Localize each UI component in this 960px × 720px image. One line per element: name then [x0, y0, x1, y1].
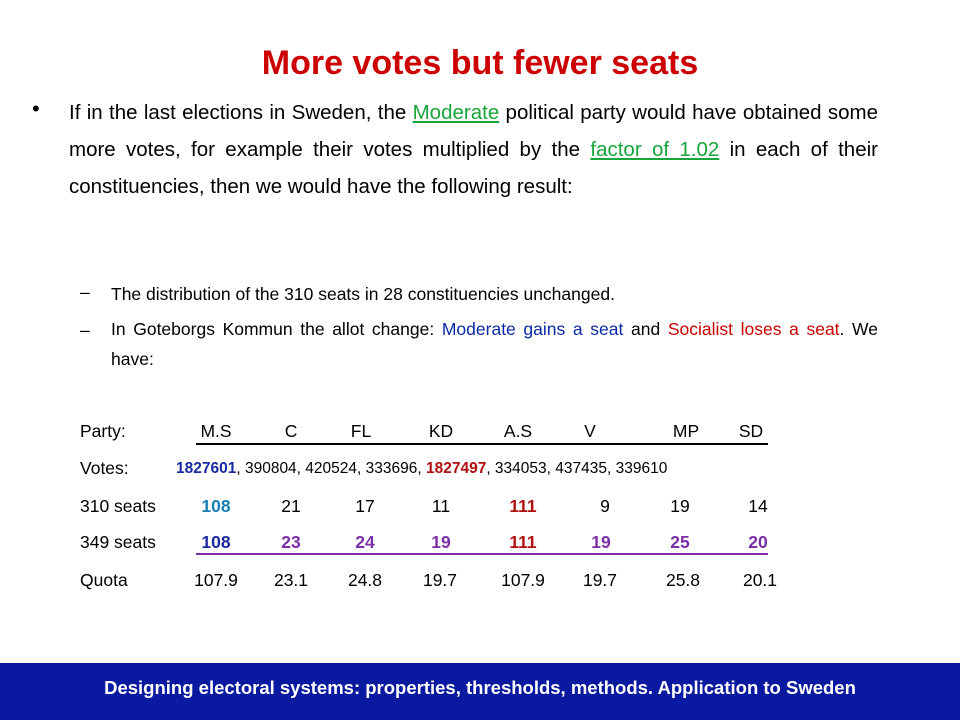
seats-310-label: 310 seats [80, 496, 156, 516]
slide-title: More votes but fewer seats [261, 44, 699, 82]
votes-end: , 334053, 437435, 339610 [486, 460, 668, 477]
footer-bar: Designing electoral systems: properties,… [0, 663, 960, 720]
bullet-text-1: If in the last elections in Sweden, the [69, 101, 413, 124]
votes-ms: 1827601 [176, 460, 237, 477]
sub2-text-1: In Goteborgs Kommun the allot change: [111, 319, 442, 339]
votes-label: Votes: [80, 458, 129, 478]
seats-349-underline [196, 553, 768, 555]
votes-mid: , 390804, 420524, 333696, [236, 460, 426, 477]
party-underline [196, 443, 768, 445]
votes-as: 1827497 [425, 460, 487, 477]
bullet-dot: • [32, 96, 40, 121]
factor-link[interactable]: factor of 1.02 [590, 138, 720, 161]
party-label: Party: [80, 421, 126, 441]
quota-label: Quota [80, 570, 128, 590]
sub-bullet-2: In Goteborgs Kommun the allot change: Mo… [111, 314, 878, 374]
moderate-gains-text: Moderate gains a seat [441, 319, 624, 339]
bullet-text-2: political party would have obtained some… [69, 101, 878, 161]
sub-bullet-dash-1: – [80, 282, 90, 302]
votes-values: 1827601, 390804, 420524, 333696, 1827497… [176, 460, 667, 478]
sub2-text-3: . We have: [111, 319, 878, 369]
sub-bullet-1: The distribution of the 310 seats in 28 … [111, 284, 615, 304]
bullet-text-3: in each of their constituencies, then we… [69, 138, 878, 198]
sub-bullet-dash-2: – [80, 320, 90, 340]
main-bullet: If in the last elections in Sweden, the … [69, 94, 878, 205]
moderate-link[interactable]: Moderate [412, 101, 500, 124]
sub2-text-2: and [623, 319, 668, 339]
footer-text: Designing electoral systems: properties,… [104, 677, 856, 698]
socialist-loses-text: Socialist loses a seat [667, 319, 840, 339]
seats-349-label: 349 seats [80, 532, 156, 552]
